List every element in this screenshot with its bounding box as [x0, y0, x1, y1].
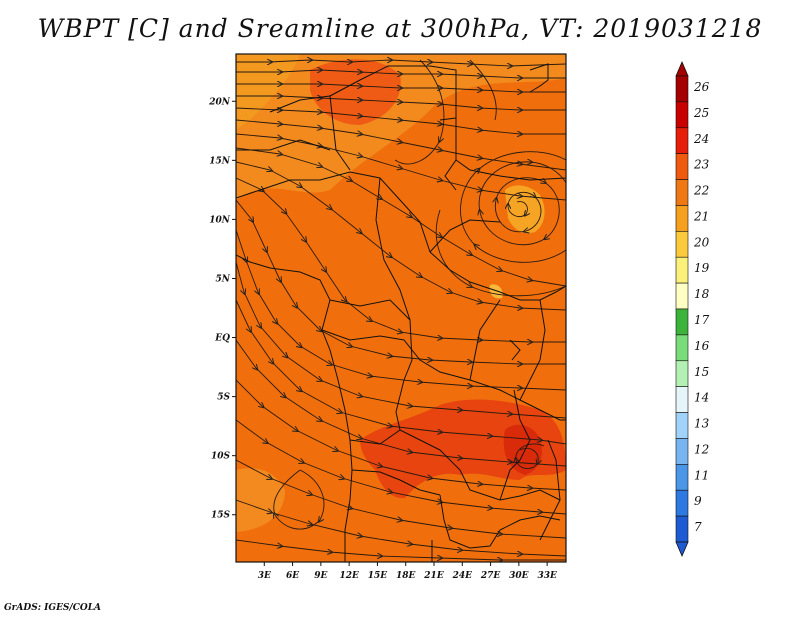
colorbar-label: 16 [694, 339, 710, 353]
colorbar-label: 18 [694, 287, 710, 301]
colorbar: 26 25 24 23 22 21 20 19 18 17 16 15 14 13 12 11 9 7 [675, 60, 710, 558]
colorbar-swatch [675, 464, 689, 491]
lon-tick-label: 6E [286, 571, 299, 581]
colorbar-swatch [675, 179, 689, 206]
colorbar-label: 26 [693, 80, 710, 94]
lat-tick-label: 10N [209, 215, 231, 225]
colorbar-swatch [675, 489, 689, 517]
colorbar-swatch [675, 515, 689, 543]
lat-tick-label: 20N [208, 97, 231, 107]
lon-tick-label: 24E [452, 571, 473, 581]
colorbar-swatch [675, 282, 689, 310]
colorbar-top-arrow [675, 60, 689, 77]
colorbar-label: 11 [694, 468, 709, 482]
colorbar-swatch [675, 231, 689, 258]
lon-tick-label: 15E [368, 571, 388, 581]
lon-tick-label: 3E [258, 571, 271, 581]
colorbar-label: 9 [694, 494, 702, 508]
lon-tick-label: 9E [314, 571, 327, 581]
lon-tick-label: 33E [537, 571, 557, 581]
latitude-ticks: 20N 15N 10N 5N EQ 5S 10S 15S [208, 97, 236, 521]
map-title: WBPT [C] and Sreamline at 300hPa, VT: 20… [37, 14, 763, 43]
colorbar-swatch [675, 127, 689, 154]
lon-tick-label: 21E [423, 571, 444, 581]
colorbar-swatch [675, 438, 689, 465]
lon-tick-label: 12E [339, 571, 359, 581]
lat-tick-label: 5N [216, 274, 231, 284]
lat-tick-label: 15S [211, 511, 231, 521]
colorbar-swatch [675, 101, 689, 129]
grads-credit: GrADS: IGES/COLA [4, 603, 102, 613]
colorbar-label: 23 [693, 158, 710, 172]
colorbar-swatch [675, 153, 689, 180]
lon-tick-label: 30E [509, 571, 529, 581]
colorbar-swatch [675, 205, 689, 232]
lat-tick-label: 15N [209, 156, 231, 166]
colorbar-bottom-arrow [675, 541, 689, 558]
lon-tick-label: 18E [396, 571, 416, 581]
colorbar-swatch [675, 412, 689, 439]
colorbar-label: 13 [694, 417, 710, 431]
colorbar-swatch [675, 256, 689, 284]
colorbar-label: 22 [693, 184, 709, 198]
colorbar-label: 24 [693, 132, 709, 146]
colorbar-label: 20 [693, 235, 710, 249]
lat-tick-label: 10S [211, 452, 231, 462]
borders [236, 63, 566, 562]
colorbar-label: 7 [694, 520, 702, 534]
colorbar-label: 14 [694, 391, 709, 405]
longitude-ticks: 3E 6E 9E 12E 15E 18E 21E 24E 27E 30E 33E [258, 562, 557, 581]
colorbar-swatch [675, 360, 689, 387]
lon-tick-label: 27E [480, 571, 501, 581]
lat-tick-label: 5S [217, 393, 230, 403]
colorbar-label: 12 [694, 442, 709, 456]
lat-tick-label: EQ [214, 334, 230, 344]
map-frame [235, 53, 567, 563]
colorbar-label: 21 [693, 209, 709, 223]
colorbar-label: 15 [694, 365, 709, 379]
colorbar-swatch [675, 334, 689, 362]
colorbar-label: 17 [694, 313, 710, 327]
colorbar-swatch [675, 308, 689, 336]
colorbar-label: 25 [693, 106, 709, 120]
colorbar-swatch [675, 386, 689, 413]
colorbar-swatch [675, 75, 689, 103]
streamlines [236, 60, 566, 560]
colorbar-label: 19 [694, 261, 710, 275]
